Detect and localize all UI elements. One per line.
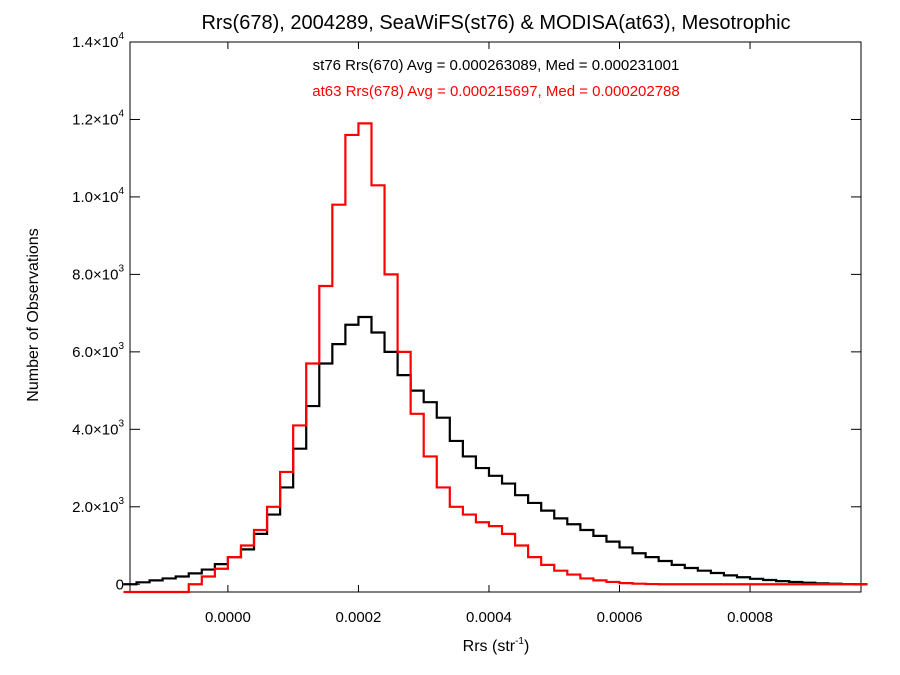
y-tick-label-0: 0 bbox=[116, 576, 124, 593]
series-st76-line bbox=[123, 315, 868, 586]
y-tick-label-3: 6.0×103 bbox=[72, 341, 124, 361]
axes: 0.0000 0.0002 0.0004 0.0006 0.0008 0 2.0×103 4.… bbox=[72, 31, 862, 626]
y-tick-label-1: 2.0×103 bbox=[72, 496, 124, 516]
x-axis-label-sup: -1 bbox=[515, 636, 524, 647]
legend-entry-st76: st76 Rrs(670) Avg = 0.000263089, Med = 0… bbox=[313, 57, 680, 74]
x-tick-label-2: 0.0004 bbox=[466, 609, 512, 626]
legend-entry-at63: at63 Rrs(678) Avg = 0.000215697, Med = 0… bbox=[312, 83, 680, 100]
y-tick-label-2: 4.0×103 bbox=[72, 418, 124, 438]
x-axis-label-main: Rrs (str bbox=[463, 638, 516, 655]
chart-title: Rrs(678), 2004289, SeaWiFS(st76) & MODIS… bbox=[201, 12, 790, 34]
x-axis-label: Rrs (str-1) bbox=[463, 636, 530, 655]
x-axis-label-close: ) bbox=[524, 638, 529, 655]
y-tick-label-4: 8.0×103 bbox=[72, 263, 124, 283]
plot-frame bbox=[129, 41, 862, 593]
x-tick-label-4: 0.0008 bbox=[727, 609, 773, 626]
series-layer bbox=[123, 122, 868, 594]
y-axis-label: Number of Observations bbox=[25, 228, 42, 401]
x-tick-label-1: 0.0002 bbox=[335, 609, 381, 626]
x-tick-label-3: 0.0006 bbox=[597, 609, 643, 626]
y-tick-label-5: 1.0×104 bbox=[72, 186, 124, 206]
y-tick-label-6: 1.2×104 bbox=[72, 108, 124, 128]
x-tick-label-0: 0.0000 bbox=[205, 609, 251, 626]
y-tick-label-7: 1.4×104 bbox=[72, 31, 124, 51]
series-at63-line bbox=[123, 122, 868, 594]
